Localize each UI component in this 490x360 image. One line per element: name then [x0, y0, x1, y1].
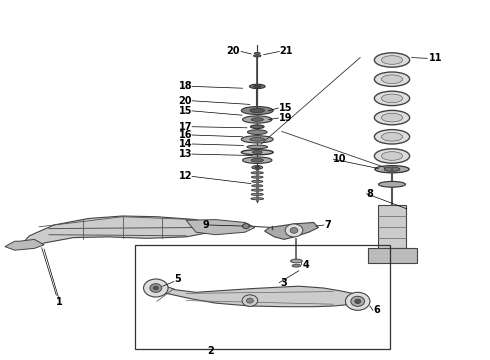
Circle shape: [351, 296, 365, 306]
Ellipse shape: [251, 193, 263, 195]
Ellipse shape: [381, 113, 403, 122]
Circle shape: [242, 295, 258, 306]
Text: 21: 21: [279, 46, 293, 57]
Ellipse shape: [255, 166, 260, 168]
Text: 3: 3: [280, 278, 287, 288]
Text: 13: 13: [178, 149, 192, 159]
Ellipse shape: [251, 198, 264, 200]
Circle shape: [243, 224, 249, 229]
Ellipse shape: [292, 264, 301, 267]
Polygon shape: [368, 248, 416, 263]
Circle shape: [150, 284, 162, 292]
Polygon shape: [5, 239, 44, 250]
Text: 8: 8: [367, 189, 373, 199]
Polygon shape: [152, 284, 362, 307]
Ellipse shape: [374, 53, 410, 67]
Circle shape: [355, 299, 361, 303]
Ellipse shape: [254, 55, 261, 57]
Ellipse shape: [247, 145, 268, 149]
Ellipse shape: [251, 189, 263, 191]
Text: 20: 20: [226, 46, 240, 57]
Ellipse shape: [252, 151, 262, 154]
Ellipse shape: [375, 166, 409, 173]
Text: 11: 11: [429, 53, 442, 63]
Ellipse shape: [381, 152, 403, 160]
Text: 19: 19: [279, 113, 293, 123]
Ellipse shape: [381, 132, 403, 141]
Ellipse shape: [251, 172, 263, 174]
Ellipse shape: [291, 259, 302, 263]
Text: 17: 17: [178, 122, 192, 132]
Text: 7: 7: [325, 220, 332, 230]
Ellipse shape: [374, 111, 410, 125]
Ellipse shape: [242, 107, 273, 114]
Text: 4: 4: [303, 260, 310, 270]
Ellipse shape: [252, 166, 263, 169]
Text: 6: 6: [374, 305, 381, 315]
Circle shape: [153, 286, 158, 290]
Circle shape: [290, 228, 298, 233]
Text: 20: 20: [178, 96, 192, 106]
Ellipse shape: [251, 118, 264, 121]
Ellipse shape: [381, 94, 403, 103]
Ellipse shape: [243, 116, 272, 123]
Ellipse shape: [378, 181, 406, 187]
Text: 9: 9: [203, 220, 210, 230]
Text: 15: 15: [178, 106, 192, 116]
Text: 18: 18: [178, 81, 192, 91]
Ellipse shape: [374, 72, 410, 86]
Circle shape: [246, 298, 253, 303]
Ellipse shape: [374, 91, 410, 105]
Text: 15: 15: [279, 103, 293, 113]
Ellipse shape: [247, 130, 267, 134]
Text: 2: 2: [207, 346, 214, 356]
Text: 5: 5: [174, 274, 181, 284]
Bar: [378, 205, 406, 248]
Circle shape: [144, 279, 168, 297]
Circle shape: [285, 224, 303, 237]
Text: 10: 10: [333, 154, 347, 164]
Ellipse shape: [251, 158, 264, 162]
Ellipse shape: [374, 149, 410, 163]
Bar: [135, 245, 390, 349]
Circle shape: [345, 292, 370, 310]
Text: 1: 1: [56, 297, 63, 307]
Ellipse shape: [242, 150, 273, 155]
Ellipse shape: [381, 75, 403, 84]
Ellipse shape: [384, 167, 400, 171]
Ellipse shape: [250, 108, 265, 113]
Ellipse shape: [251, 176, 263, 178]
Text: 14: 14: [178, 139, 192, 149]
Polygon shape: [24, 216, 216, 248]
Ellipse shape: [254, 85, 261, 87]
Polygon shape: [265, 222, 318, 239]
Ellipse shape: [381, 56, 403, 64]
Ellipse shape: [252, 185, 263, 187]
Ellipse shape: [252, 180, 263, 183]
Ellipse shape: [243, 157, 272, 163]
Ellipse shape: [242, 136, 273, 143]
Text: 16: 16: [178, 130, 192, 140]
Text: 12: 12: [178, 171, 192, 181]
Ellipse shape: [249, 84, 265, 89]
Ellipse shape: [250, 125, 264, 129]
Polygon shape: [186, 220, 255, 235]
Ellipse shape: [250, 138, 265, 141]
Ellipse shape: [254, 53, 260, 54]
Ellipse shape: [374, 130, 410, 144]
